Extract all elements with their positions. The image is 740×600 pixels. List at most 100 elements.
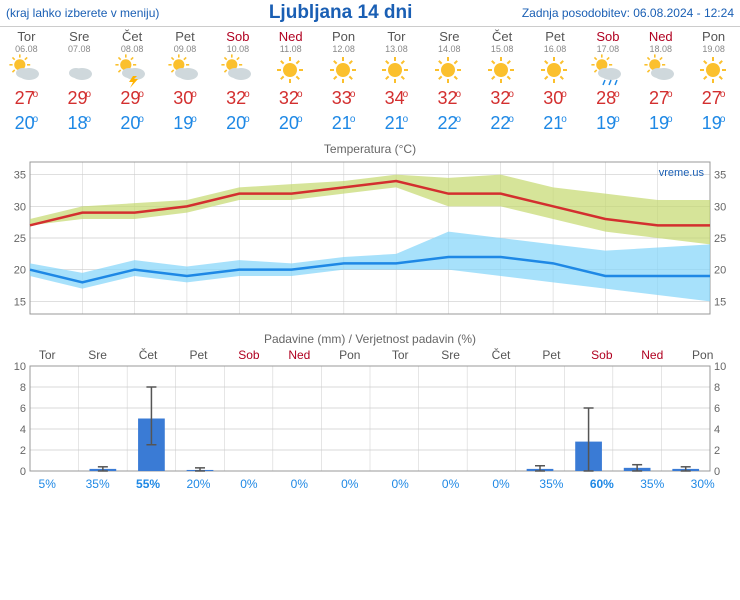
lo-temp: 21o [317,113,370,134]
lo-temp: 22o [423,113,476,134]
day-date: 18.08 [634,44,687,54]
hi-temp: 30o [529,88,582,109]
lo-temp: 20o [264,113,317,134]
hi-temp: 27o [687,88,740,109]
day-name: Pon [317,29,370,44]
svg-text:8: 8 [20,382,26,394]
precip-day-label: Ned [274,348,324,362]
day-header: Pet16.08 [529,29,582,54]
precip-probability: 0% [425,477,475,491]
lo-temp: 20o [211,113,264,134]
day-header: Sre07.08 [53,29,106,54]
day-header: Ned18.08 [634,29,687,54]
svg-text:2: 2 [714,445,720,457]
weather-icon [581,54,634,88]
hi-temp: 29o [106,88,159,109]
precip-probability: 20% [173,477,223,491]
day-header: Sob17.08 [581,29,634,54]
hi-temp: 33o [317,88,370,109]
lo-temps: 20o18o20o19o20o20o21o21o22o22o21o19o19o1… [0,113,740,134]
lo-temp: 19o [634,113,687,134]
svg-text:20: 20 [14,265,26,277]
day-header: Tor13.08 [370,29,423,54]
weather-icon [264,54,317,88]
precip-probability: 0% [476,477,526,491]
day-name: Sob [581,29,634,44]
precip-day-label: Sre [72,348,122,362]
lo-temp: 19o [159,113,212,134]
hi-temp: 32o [476,88,529,109]
icons-row [0,54,740,88]
lo-temp: 22o [476,113,529,134]
day-header: Ned11.08 [264,29,317,54]
svg-text:0: 0 [20,466,26,477]
hi-temp: 29o [53,88,106,109]
svg-text:25: 25 [714,233,726,245]
weather-icon [634,54,687,88]
svg-text:8: 8 [714,382,720,394]
weather-icon [317,54,370,88]
weather-icon [687,54,740,88]
weather-icon [0,54,53,88]
menu-hint: (kraj lahko izberete v meniju) [6,6,159,20]
svg-text:10: 10 [714,362,726,373]
weather-icon [529,54,582,88]
precip-chart: Padavine (mm) / Verjetnost padavin (%) T… [0,332,740,491]
day-header: Pet09.08 [159,29,212,54]
hi-temp: 30o [159,88,212,109]
day-name: Sre [53,29,106,44]
precip-chart-title: Padavine (mm) / Verjetnost padavin (%) [0,332,740,346]
svg-text:6: 6 [20,403,26,415]
svg-text:30: 30 [714,201,726,213]
day-name: Pon [687,29,740,44]
day-name: Sre [423,29,476,44]
precip-probability: 35% [72,477,122,491]
precip-probability: 35% [526,477,576,491]
day-date: 15.08 [476,44,529,54]
hi-temp: 32o [423,88,476,109]
day-header: Tor06.08 [0,29,53,54]
precip-probability: 0% [325,477,375,491]
probability-row: 5%35%55%20%0%0%0%0%0%0%35%60%35%30% [0,477,740,491]
precip-day-label: Sob [577,348,627,362]
svg-text:4: 4 [20,424,26,436]
lo-temp: 20o [0,113,53,134]
precip-probability: 0% [224,477,274,491]
day-date: 08.08 [106,44,159,54]
day-header: Čet08.08 [106,29,159,54]
day-header: Sre14.08 [423,29,476,54]
precip-probability: 35% [627,477,677,491]
day-date: 19.08 [687,44,740,54]
hi-temp: 28o [581,88,634,109]
svg-text:4: 4 [714,424,720,436]
day-name: Čet [106,29,159,44]
temperature-chart: Temperatura (°C) 15152020252530303535vre… [0,142,740,328]
day-name: Pet [529,29,582,44]
svg-text:35: 35 [714,170,726,182]
lo-temp: 21o [370,113,423,134]
lo-temp: 19o [581,113,634,134]
precip-day-label: Sob [224,348,274,362]
lo-temp: 20o [106,113,159,134]
lo-temp: 19o [687,113,740,134]
svg-text:25: 25 [14,233,26,245]
svg-text:35: 35 [14,170,26,182]
hi-temp: 27o [634,88,687,109]
svg-text:30: 30 [14,201,26,213]
day-name: Čet [476,29,529,44]
day-date: 17.08 [581,44,634,54]
precip-day-label: Ned [627,348,677,362]
day-date: 16.08 [529,44,582,54]
lo-temp: 18o [53,113,106,134]
svg-text:0: 0 [714,466,720,477]
day-headers: Tor06.08Sre07.08Čet08.08Pet09.08Sob10.08… [0,26,740,54]
precip-probability: 60% [577,477,627,491]
svg-text:10: 10 [14,362,26,373]
header: (kraj lahko izberete v meniju) Ljubljana… [0,0,740,26]
day-date: 09.08 [159,44,212,54]
svg-text:20: 20 [714,265,726,277]
day-header: Pon19.08 [687,29,740,54]
day-name: Pet [159,29,212,44]
day-date: 06.08 [0,44,53,54]
precip-probability: 0% [274,477,324,491]
